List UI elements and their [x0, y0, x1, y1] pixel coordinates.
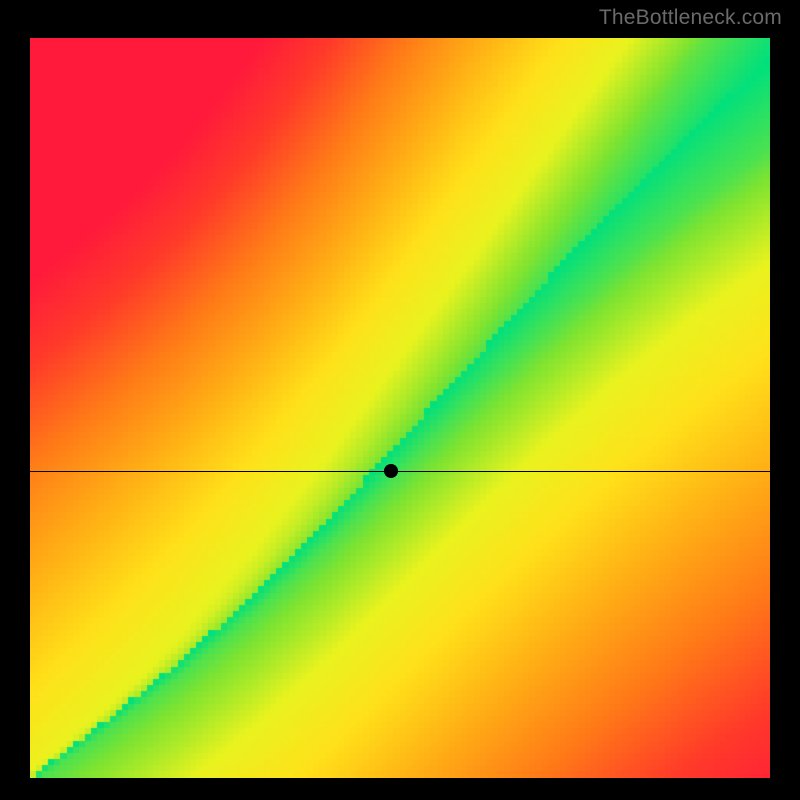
- crosshair-horizontal: [30, 471, 770, 472]
- bottleneck-heatmap: [30, 38, 770, 778]
- plot-area: [30, 38, 770, 778]
- chart-frame: TheBottleneck.com: [0, 0, 800, 800]
- watermark-text: TheBottleneck.com: [599, 6, 782, 30]
- crosshair-vertical: [391, 778, 392, 800]
- selection-marker-dot: [384, 464, 398, 478]
